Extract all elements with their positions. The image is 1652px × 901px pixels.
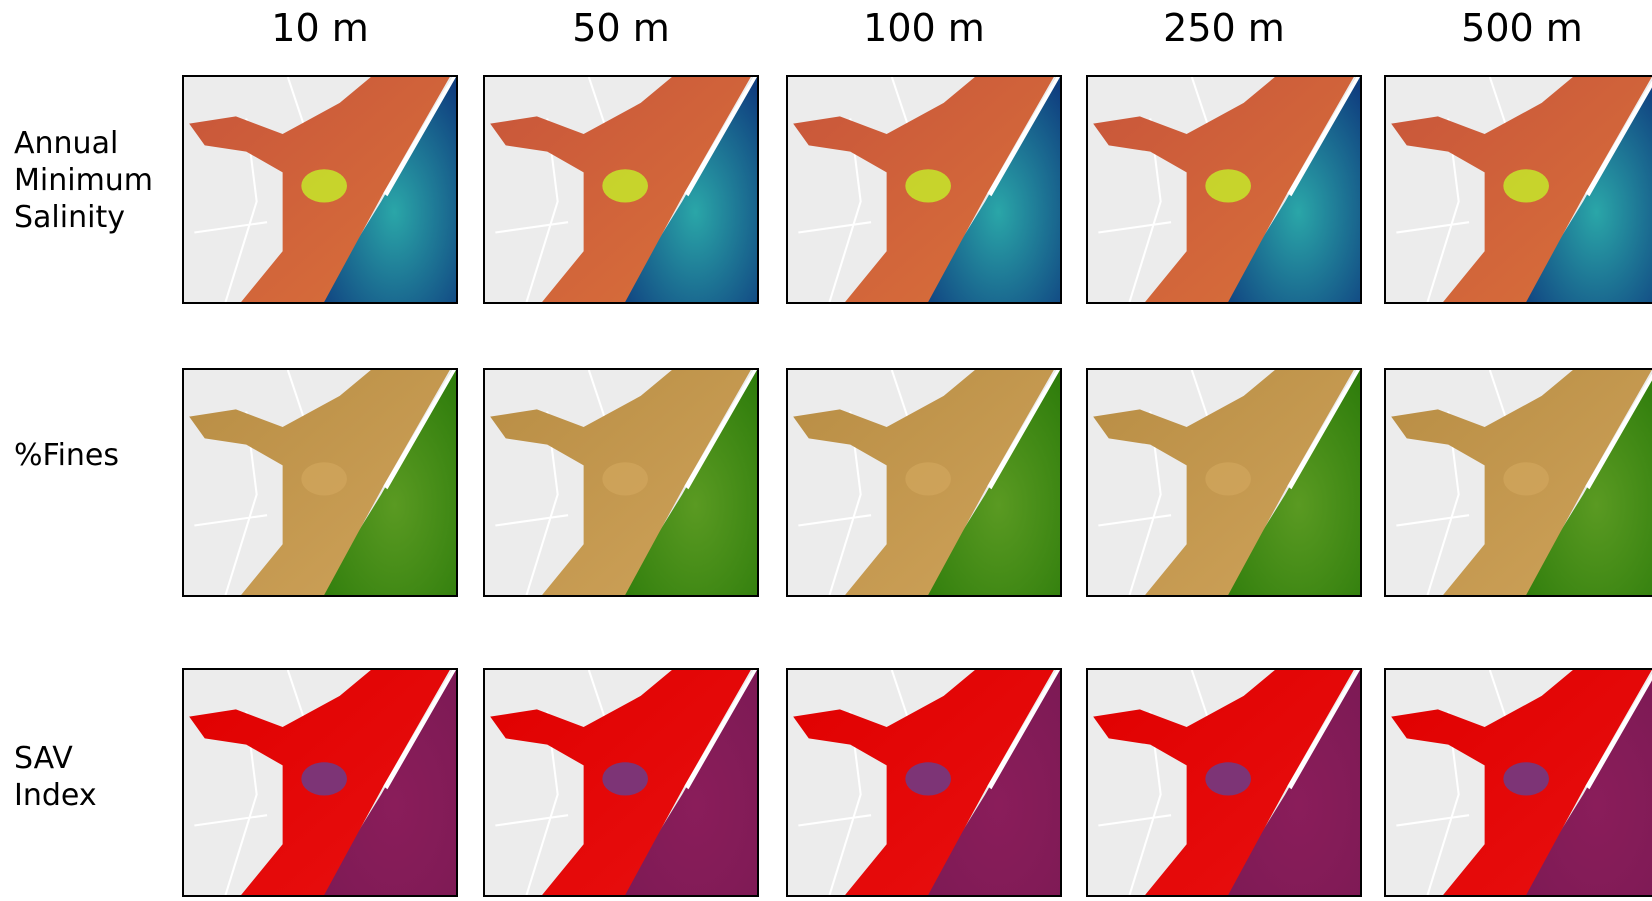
map-panel	[1384, 75, 1652, 304]
map	[1088, 670, 1360, 895]
row-label-line: SAV	[14, 740, 97, 777]
feature	[301, 462, 347, 495]
map	[485, 670, 757, 895]
map-panel	[1384, 368, 1652, 597]
map	[1088, 77, 1360, 302]
map	[184, 77, 456, 302]
row-label-line: Annual	[14, 125, 153, 162]
feature	[1205, 762, 1251, 795]
feature	[602, 462, 648, 495]
row-label-line: %Fines	[14, 437, 119, 474]
column-header: 10 m	[180, 6, 460, 50]
feature	[301, 169, 347, 202]
map-panel	[483, 368, 759, 597]
row-label: %Fines	[14, 437, 119, 474]
feature	[1503, 169, 1549, 202]
map	[1386, 370, 1652, 595]
map	[485, 77, 757, 302]
map	[1386, 670, 1652, 895]
feature	[602, 762, 648, 795]
map-panel	[182, 75, 458, 304]
feature	[905, 169, 951, 202]
map-panel	[786, 75, 1062, 304]
map	[788, 77, 1060, 302]
figure: {"columns": ["10 m", "50 m", "100 m", "2…	[0, 0, 1652, 901]
feature	[1503, 762, 1549, 795]
map	[184, 670, 456, 895]
map	[1386, 77, 1652, 302]
row-label-line: Index	[14, 777, 97, 814]
row-label-line: Salinity	[14, 199, 153, 236]
map	[788, 370, 1060, 595]
map-panel	[182, 668, 458, 897]
map-panel	[1086, 668, 1362, 897]
map-panel	[483, 75, 759, 304]
feature	[301, 762, 347, 795]
column-header: 100 m	[784, 6, 1064, 50]
column-header: 50 m	[481, 6, 761, 50]
map-panel	[1384, 668, 1652, 897]
row-label-line: Minimum	[14, 162, 153, 199]
map-panel	[786, 668, 1062, 897]
feature	[602, 169, 648, 202]
feature	[1205, 169, 1251, 202]
map	[485, 370, 757, 595]
column-header: 250 m	[1084, 6, 1364, 50]
map	[184, 370, 456, 595]
map	[788, 670, 1060, 895]
feature	[1205, 462, 1251, 495]
map-panel	[786, 368, 1062, 597]
map	[1088, 370, 1360, 595]
feature	[905, 462, 951, 495]
feature	[905, 762, 951, 795]
map-panel	[483, 668, 759, 897]
map-panel	[1086, 75, 1362, 304]
map-panel	[1086, 368, 1362, 597]
feature	[1503, 462, 1549, 495]
column-header: 500 m	[1382, 6, 1652, 50]
map-panel	[182, 368, 458, 597]
